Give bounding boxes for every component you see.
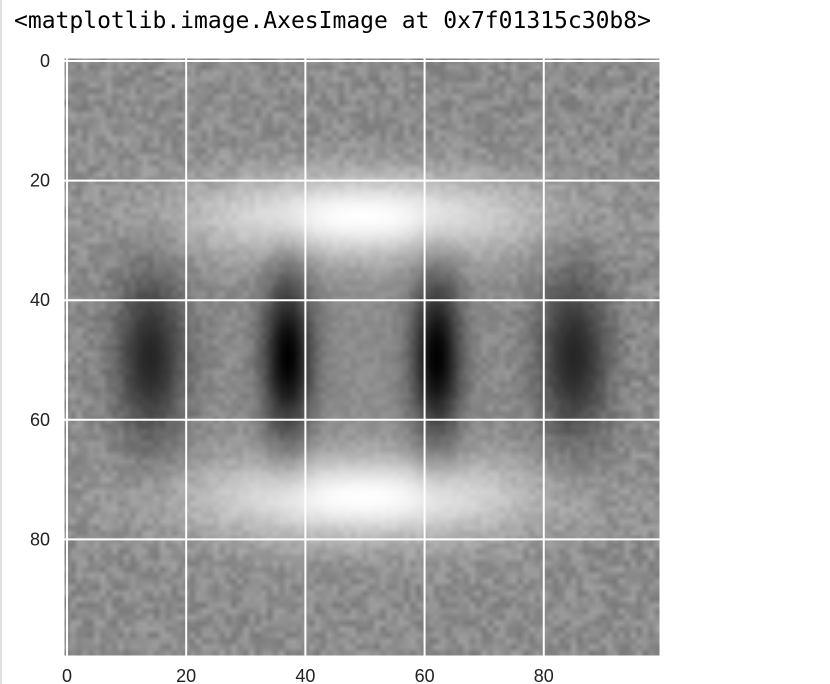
grid-lines bbox=[64, 58, 660, 656]
x-tick-label: 60 bbox=[415, 666, 435, 684]
x-tick-label: 80 bbox=[534, 666, 554, 684]
axes: 0 20 40 60 80 0 20 40 60 80 bbox=[30, 51, 661, 684]
image-area-holder bbox=[64, 58, 660, 656]
y-tick-label: 20 bbox=[30, 171, 50, 191]
y-tick-label: 80 bbox=[30, 529, 50, 549]
x-tick-label: 40 bbox=[295, 666, 315, 684]
y-tick-label: 0 bbox=[40, 51, 50, 71]
y-tick-label: 40 bbox=[30, 290, 50, 310]
image-heatmap bbox=[64, 58, 660, 656]
x-tick-label: 0 bbox=[62, 666, 72, 684]
axes-frame bbox=[63, 57, 661, 657]
notebook-cell-border bbox=[0, 0, 2, 684]
x-tick-label: 20 bbox=[176, 666, 196, 684]
cell-output-text: <matplotlib.image.AxesImage at 0x7f01315… bbox=[14, 8, 651, 34]
y-tick-label: 60 bbox=[30, 410, 50, 430]
